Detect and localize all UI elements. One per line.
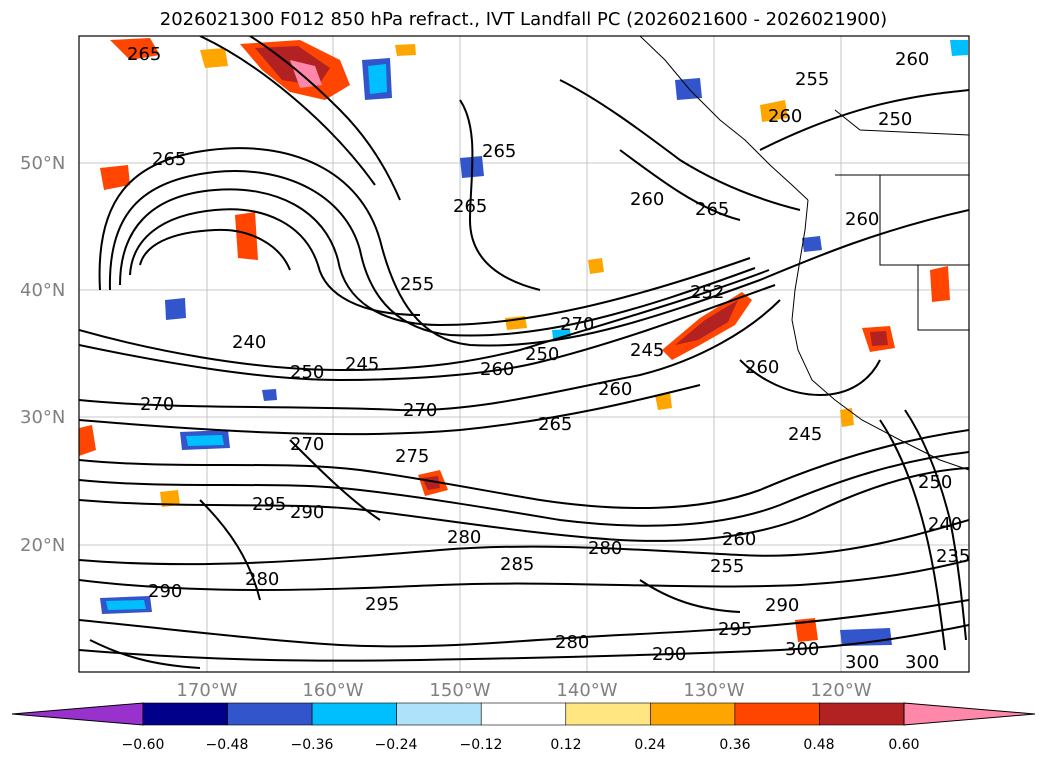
colorbar-tick-label: −0.24 (374, 737, 418, 753)
contour-label: 300 (905, 652, 939, 673)
contour-label: 295 (252, 494, 286, 515)
contour-label: 240 (232, 332, 266, 353)
colorbar-tick-label: −0.12 (459, 737, 503, 753)
colorbar-tick-label: −0.36 (290, 737, 334, 753)
contour-label: 265 (695, 199, 729, 220)
colorbar-tick-label: 0.12 (550, 737, 582, 753)
colorbar-box (227, 702, 313, 726)
contour-label: 290 (290, 502, 324, 523)
contour-label: 265 (453, 196, 487, 217)
contour-label: 250 (525, 344, 559, 365)
contour-label: 275 (395, 446, 429, 467)
contour-label: 245 (788, 424, 822, 445)
contour-label: 260 (630, 189, 664, 210)
colorbar-box (565, 702, 651, 726)
contour-label: 295 (718, 619, 752, 640)
contour-label: 265 (152, 149, 186, 170)
contour-label: 235 (936, 546, 970, 567)
contour-label: 260 (480, 359, 514, 380)
colorbar-tick-label: 0.60 (888, 737, 920, 753)
contour-label: 280 (555, 632, 589, 653)
contour-label: 300 (785, 639, 819, 660)
lat-label-20: 20°N (20, 535, 66, 556)
contour-label: 290 (148, 581, 182, 602)
coastlines (639, 36, 969, 471)
colorbar-box (650, 702, 736, 726)
contour-label: 295 (365, 594, 399, 615)
colorbar-extend-low (11, 702, 144, 726)
contour-label: 290 (765, 595, 799, 616)
colorbar-box (142, 702, 228, 726)
contour-label: 260 (745, 357, 779, 378)
contour-labels: 265 265 265 265 260 255 265 260 252 260 … (127, 44, 970, 673)
map-title: 2026021300 F012 850 hPa refract., IVT La… (159, 9, 888, 30)
contour-label: 270 (560, 314, 594, 335)
contour-label: 245 (630, 340, 664, 361)
contour-label: 252 (690, 282, 724, 303)
lon-label-120w: 120°W (810, 680, 872, 701)
contour-label: 255 (710, 556, 744, 577)
contour-label: 255 (400, 274, 434, 295)
contour-label: 300 (845, 652, 879, 673)
colorbar-box (734, 702, 820, 726)
anomaly-fills (79, 38, 968, 646)
colorbar-tick-label: 0.24 (634, 737, 666, 753)
lat-label-40: 40°N (20, 280, 66, 301)
map-background (79, 36, 969, 672)
contour-label: 280 (447, 527, 481, 548)
lon-label-130w: 130°W (683, 680, 745, 701)
lat-label-50: 50°N (20, 153, 66, 174)
map-frame (78, 35, 970, 673)
contour-label: 250 (918, 472, 952, 493)
colorbar-tick-label: −0.48 (205, 737, 249, 753)
contour-label: 260 (845, 209, 879, 230)
colorbar-extend-high (903, 702, 1036, 726)
contour-label: 240 (928, 514, 962, 535)
colorbar-box (396, 702, 482, 726)
lon-label-160w: 160°W (302, 680, 364, 701)
gridlines (79, 36, 969, 672)
contour-label: 270 (403, 400, 437, 421)
contour-label: 270 (140, 394, 174, 415)
contour-label: 260 (722, 529, 756, 550)
colorbar (11, 702, 1036, 726)
colorbar-tick-label: −0.60 (121, 737, 165, 753)
contour-label: 255 (795, 69, 829, 90)
lon-label-170w: 170°W (176, 680, 238, 701)
contour-label: 250 (290, 362, 324, 383)
colorbar-box (311, 702, 397, 726)
contour-label: 285 (500, 554, 534, 575)
contour-label: 265 (127, 44, 161, 65)
contour-label: 250 (878, 109, 912, 130)
colorbar-boxes (142, 702, 905, 726)
lon-label-150w: 150°W (429, 680, 491, 701)
contour-label: 265 (482, 141, 516, 162)
colorbar-tick-label: 0.48 (803, 737, 835, 753)
contour-lines (79, 36, 969, 669)
contour-label: 270 (290, 434, 324, 455)
lon-label-140w: 140°W (556, 680, 618, 701)
contour-label: 260 (895, 49, 929, 70)
lat-label-30: 30°N (20, 407, 66, 428)
colorbar-box (819, 702, 905, 726)
contour-label: 280 (245, 569, 279, 590)
contour-label: 290 (652, 644, 686, 665)
colorbar-box (480, 702, 567, 726)
contour-label: 260 (598, 379, 632, 400)
contour-label: 245 (345, 354, 379, 375)
contour-label: 260 (768, 106, 802, 127)
contour-label: 280 (588, 538, 622, 559)
contour-label: 265 (538, 414, 572, 435)
colorbar-tick-label: 0.36 (719, 737, 751, 753)
